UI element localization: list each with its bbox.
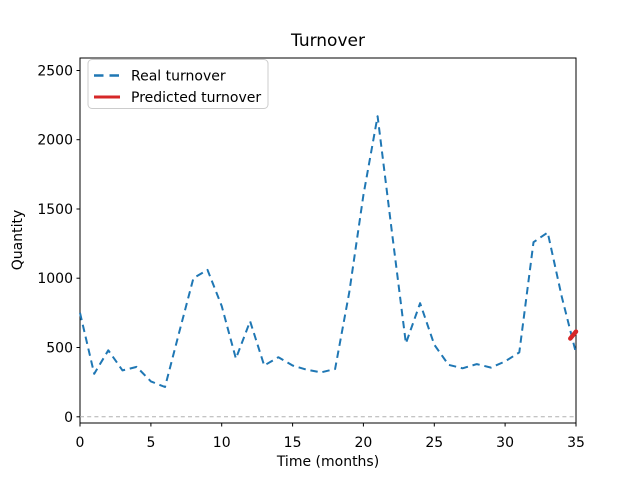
real-turnover-line: [79, 115, 577, 388]
y-tick-label: 2000: [37, 133, 73, 149]
x-tick-label: 20: [354, 435, 372, 451]
y-tick-label: 0: [64, 410, 73, 426]
x-tick-label: 35: [567, 435, 585, 451]
x-tick-label: 5: [146, 435, 155, 451]
y-tick-label: 1500: [37, 202, 73, 218]
y-axis-label: Quantity: [10, 210, 26, 271]
plot-area: [79, 57, 577, 424]
x-tick-label: 15: [284, 435, 302, 451]
chart-title: Turnover: [290, 31, 365, 51]
x-tick-label: 30: [496, 435, 514, 451]
x-tick-label: 25: [425, 435, 443, 451]
legend-predicted-label: Predicted turnover: [131, 90, 261, 106]
predicted-turnover-line: [568, 329, 579, 341]
y-tick-label: 500: [46, 341, 73, 357]
y-tick-label: 2500: [37, 64, 73, 80]
axis-ticks: 0 5 10 15 20 25 30 35 0 500 1000 1500 2000 2500: [37, 64, 585, 452]
y-tick-label: 1000: [37, 271, 73, 287]
x-tick-label: 10: [213, 435, 231, 451]
legend-box: [87, 59, 269, 109]
x-tick-label: 0: [76, 435, 85, 451]
legend-real-label: Real turnover: [131, 69, 226, 85]
x-axis-label: Time (months): [276, 454, 379, 470]
legend: Real turnover Predicted turnover: [87, 59, 269, 109]
